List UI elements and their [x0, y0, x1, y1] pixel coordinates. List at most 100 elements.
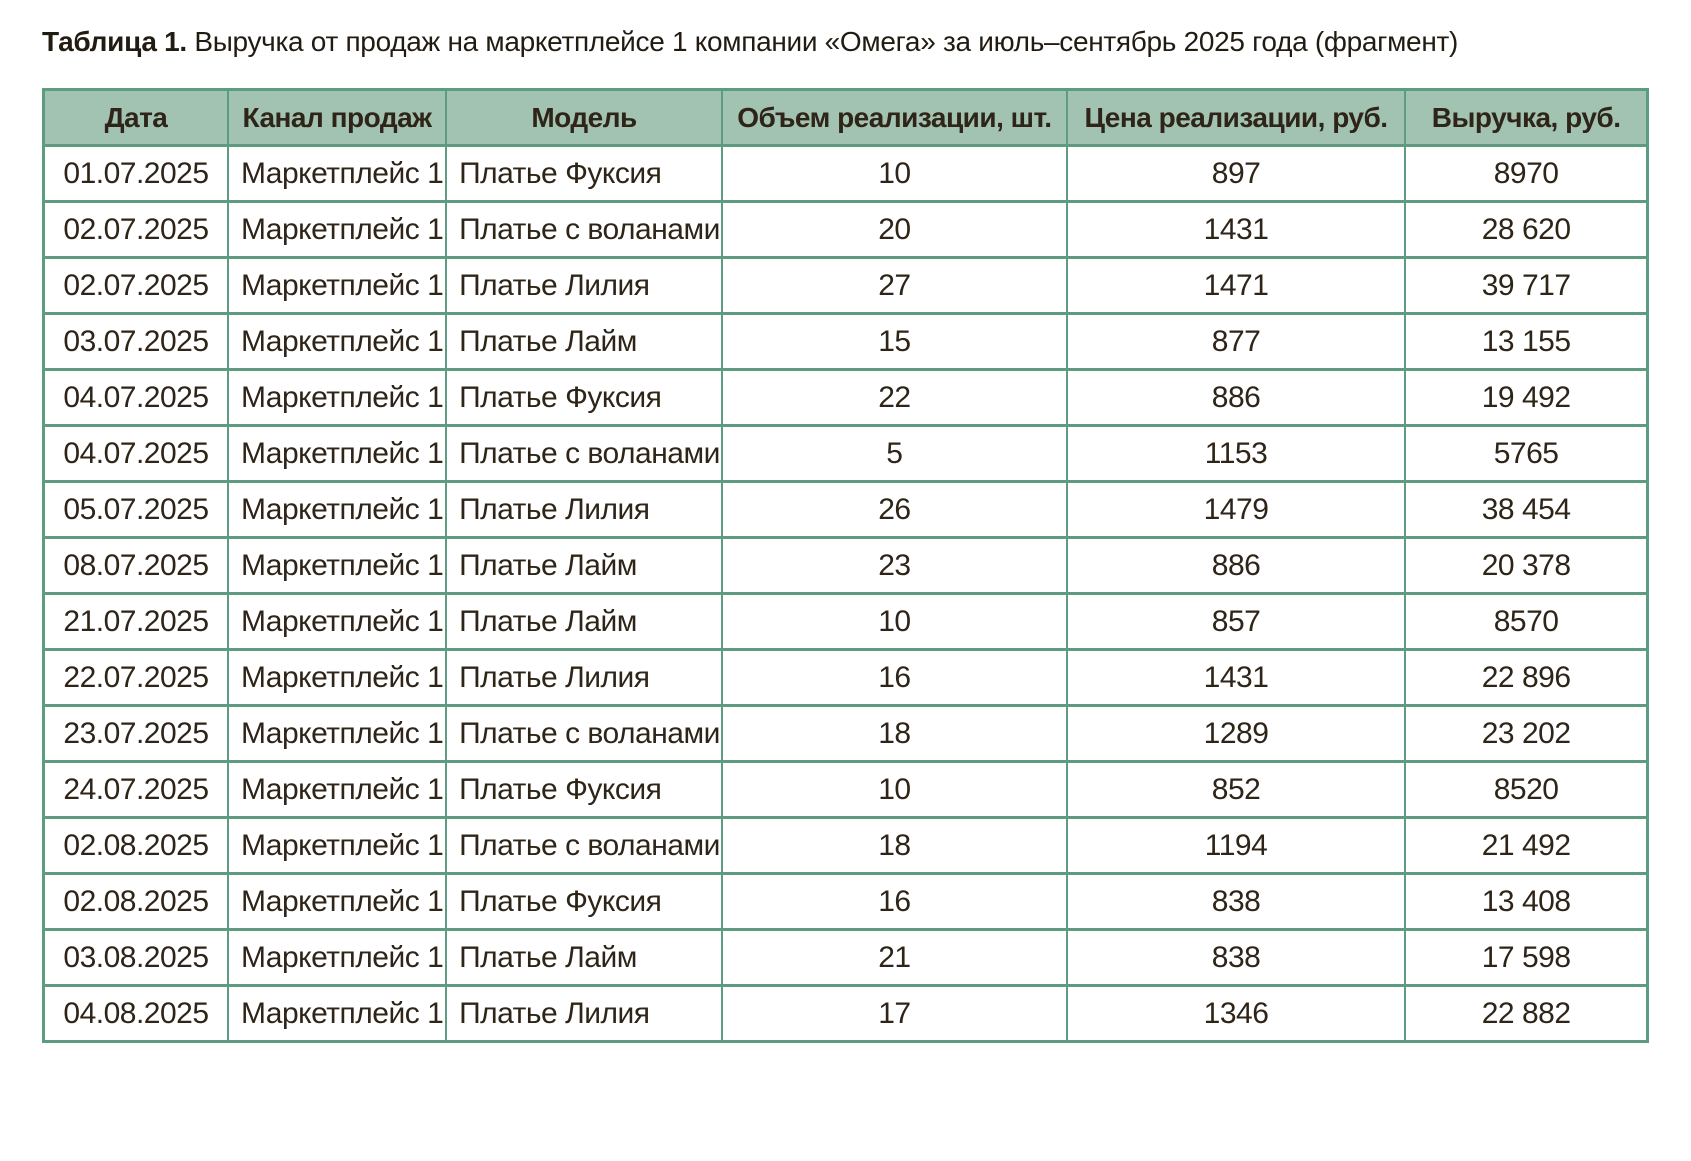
cell-model: Платье с воланами	[445, 200, 723, 259]
table-row: 02.08.2025 Маркетплейс 1 Платье с воланами…	[42, 816, 1649, 875]
cell-date: 02.07.2025	[42, 256, 229, 315]
cell-price: 1431	[1065, 200, 1407, 259]
cell-price: 886	[1065, 536, 1407, 595]
cell-model: Платье с воланами	[445, 704, 723, 763]
cell-date: 02.07.2025	[42, 200, 229, 259]
cell-price: 857	[1065, 592, 1407, 651]
cell-date: 04.08.2025	[42, 984, 229, 1043]
cell-volume: 22	[720, 368, 1068, 427]
column-header-volume: Объем реализации, шт.	[720, 88, 1068, 147]
cell-channel: Маркетплейс 1	[226, 760, 448, 819]
table-row: 04.07.2025 Маркетплейс 1 Платье с воланами…	[42, 424, 1649, 483]
cell-model: Платье Лилия	[445, 984, 723, 1043]
table-row: 02.08.2025 Маркетплейс 1 Платье Фуксия 16 83…	[42, 872, 1649, 931]
cell-price: 1431	[1065, 648, 1407, 707]
table-row: 23.07.2025 Маркетплейс 1 Платье с воланами…	[42, 704, 1649, 763]
cell-price: 1289	[1065, 704, 1407, 763]
table-row: 24.07.2025 Маркетплейс 1 Платье Фуксия 10 85…	[42, 760, 1649, 819]
cell-volume: 5	[720, 424, 1068, 483]
cell-volume: 23	[720, 536, 1068, 595]
cell-channel: Маркетплейс 1	[226, 200, 448, 259]
table-row: 05.07.2025 Маркетплейс 1 Платье Лилия 26 147…	[42, 480, 1649, 539]
table-row: 01.07.2025 Маркетплейс 1 Платье Фуксия 10 89…	[42, 144, 1649, 203]
cell-revenue: 22 896	[1404, 648, 1649, 707]
cell-date: 05.07.2025	[42, 480, 229, 539]
cell-date: 04.07.2025	[42, 368, 229, 427]
cell-price: 877	[1065, 312, 1407, 371]
cell-channel: Маркетплейс 1	[226, 592, 448, 651]
cell-volume: 20	[720, 200, 1068, 259]
cell-date: 04.07.2025	[42, 424, 229, 483]
table-row: 04.07.2025 Маркетплейс 1 Платье Фуксия 22 88…	[42, 368, 1649, 427]
column-header-price: Цена реализации, руб.	[1065, 88, 1407, 147]
cell-price: 886	[1065, 368, 1407, 427]
cell-revenue: 39 717	[1404, 256, 1649, 315]
cell-price: 1194	[1065, 816, 1407, 875]
cell-volume: 27	[720, 256, 1068, 315]
cell-volume: 18	[720, 816, 1068, 875]
cell-volume: 10	[720, 592, 1068, 651]
table-row: 04.08.2025 Маркетплейс 1 Платье Лилия 17 134…	[42, 984, 1649, 1043]
column-header-date: Дата	[42, 88, 229, 147]
cell-model: Платье Лилия	[445, 480, 723, 539]
cell-date: 21.07.2025	[42, 592, 229, 651]
cell-revenue: 8520	[1404, 760, 1649, 819]
cell-revenue: 28 620	[1404, 200, 1649, 259]
cell-volume: 17	[720, 984, 1068, 1043]
cell-volume: 21	[720, 928, 1068, 987]
table-row: 02.07.2025 Маркетплейс 1 Платье с воланами…	[42, 200, 1649, 259]
cell-date: 01.07.2025	[42, 144, 229, 203]
cell-channel: Маркетплейс 1	[226, 928, 448, 987]
cell-volume: 10	[720, 760, 1068, 819]
cell-model: Платье Лилия	[445, 256, 723, 315]
cell-price: 838	[1065, 872, 1407, 931]
cell-date: 02.08.2025	[42, 816, 229, 875]
table-row: 02.07.2025 Маркетплейс 1 Платье Лилия 27 147…	[42, 256, 1649, 315]
cell-revenue: 23 202	[1404, 704, 1649, 763]
cell-volume: 15	[720, 312, 1068, 371]
cell-model: Платье Лилия	[445, 648, 723, 707]
cell-model: Платье Лайм	[445, 312, 723, 371]
table-caption-number: Таблица 1.	[42, 26, 187, 57]
cell-date: 02.08.2025	[42, 872, 229, 931]
cell-model: Платье Фуксия	[445, 872, 723, 931]
cell-channel: Маркетплейс 1	[226, 984, 448, 1043]
cell-revenue: 22 882	[1404, 984, 1649, 1043]
table-caption-text: Выручка от продаж на маркетплейсе 1 комп…	[186, 26, 1459, 57]
cell-model: Платье Фуксия	[445, 144, 723, 203]
cell-channel: Маркетплейс 1	[226, 368, 448, 427]
cell-revenue: 8570	[1404, 592, 1649, 651]
cell-revenue: 8970	[1404, 144, 1649, 203]
cell-model: Платье с воланами	[445, 424, 723, 483]
cell-price: 1346	[1065, 984, 1407, 1043]
table-body: 01.07.2025 Маркетплейс 1 Платье Фуксия 10 89…	[42, 144, 1649, 1043]
cell-date: 23.07.2025	[42, 704, 229, 763]
cell-revenue: 21 492	[1404, 816, 1649, 875]
column-header-revenue: Выручка, руб.	[1404, 88, 1649, 147]
cell-channel: Маркетплейс 1	[226, 144, 448, 203]
cell-volume: 10	[720, 144, 1068, 203]
cell-model: Платье Лайм	[445, 928, 723, 987]
cell-volume: 18	[720, 704, 1068, 763]
cell-model: Платье Лайм	[445, 536, 723, 595]
cell-price: 1479	[1065, 480, 1407, 539]
cell-channel: Маркетплейс 1	[226, 816, 448, 875]
cell-revenue: 20 378	[1404, 536, 1649, 595]
cell-channel: Маркетплейс 1	[226, 424, 448, 483]
cell-price: 897	[1065, 144, 1407, 203]
cell-channel: Маркетплейс 1	[226, 312, 448, 371]
cell-date: 03.07.2025	[42, 312, 229, 371]
cell-revenue: 38 454	[1404, 480, 1649, 539]
sales-table: Дата Канал продаж Модель Объем реализаци…	[42, 88, 1649, 1043]
cell-channel: Маркетплейс 1	[226, 648, 448, 707]
column-header-model: Модель	[445, 88, 723, 147]
table-row: 03.07.2025 Маркетплейс 1 Платье Лайм 15 877 1…	[42, 312, 1649, 371]
cell-channel: Маркетплейс 1	[226, 704, 448, 763]
table-header-row: Дата Канал продаж Модель Объем реализаци…	[42, 88, 1649, 147]
cell-channel: Маркетплейс 1	[226, 536, 448, 595]
cell-price: 838	[1065, 928, 1407, 987]
cell-model: Платье с воланами	[445, 816, 723, 875]
cell-price: 852	[1065, 760, 1407, 819]
cell-date: 08.07.2025	[42, 536, 229, 595]
